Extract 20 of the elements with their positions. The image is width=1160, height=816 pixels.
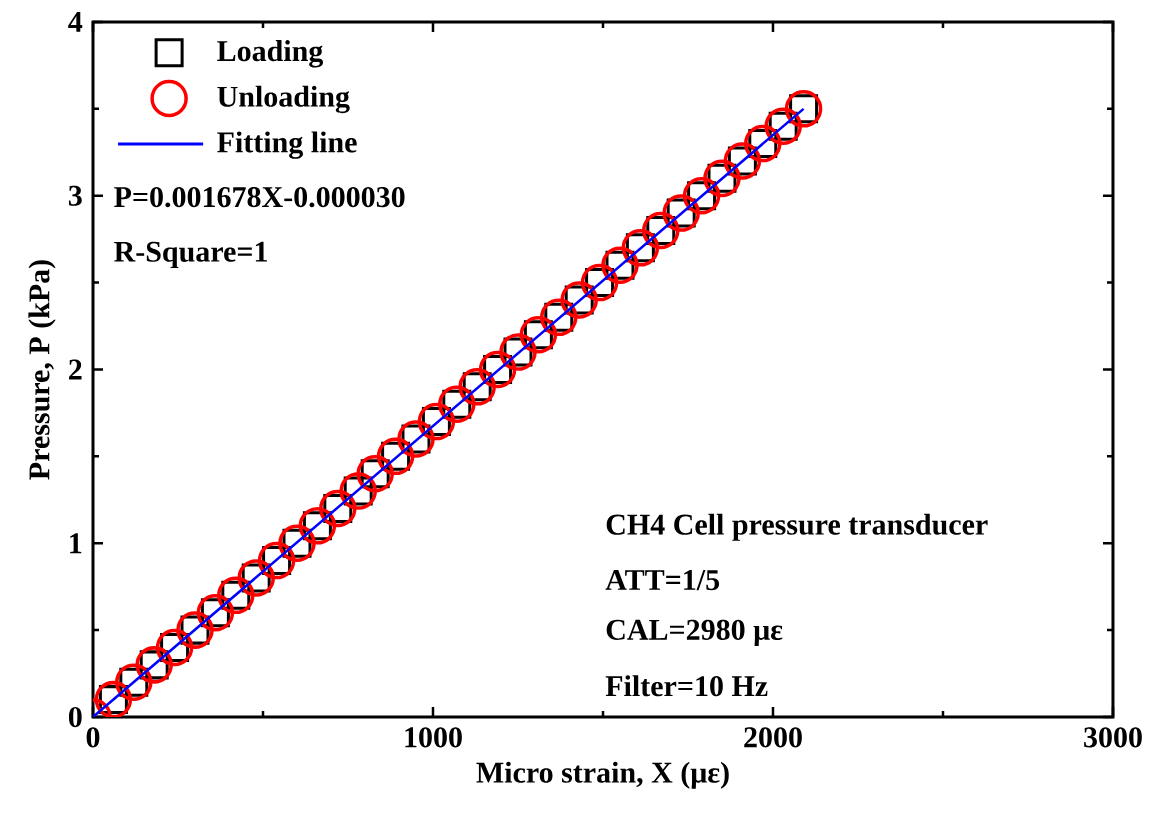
x-tick-label: 2000 bbox=[744, 727, 802, 748]
legend-label: Unloading bbox=[217, 85, 350, 114]
annotation: ATT=1/5 bbox=[605, 570, 720, 591]
y-tick-label: 1 bbox=[70, 533, 82, 554]
x-tick-label: 1000 bbox=[405, 727, 462, 748]
x-tick-label: 3000 bbox=[1084, 727, 1142, 748]
y-tick-label: 2 bbox=[69, 359, 82, 380]
x-axis-title: Micro strain, X (με) bbox=[476, 761, 729, 789]
annotation: R-Square=1 bbox=[114, 241, 267, 268]
y-tick-label: 3 bbox=[68, 185, 82, 206]
annotation: Filter=10 Hz bbox=[605, 675, 768, 697]
y-tick-label: 0 bbox=[68, 706, 82, 728]
annotation: CH4 Cell pressure transducer bbox=[606, 513, 988, 541]
annotation: CAL=2980 με bbox=[606, 619, 783, 647]
legend-label: Fitting line bbox=[217, 131, 357, 159]
legend-label: Loading bbox=[217, 40, 324, 68]
annotation: P=0.001678X-0.000030 bbox=[114, 186, 405, 208]
x-tick-label: 0 bbox=[86, 727, 100, 748]
y-tick-label: 4 bbox=[68, 12, 83, 32]
y-axis-title: Pressure, P (kPa) bbox=[28, 260, 56, 480]
